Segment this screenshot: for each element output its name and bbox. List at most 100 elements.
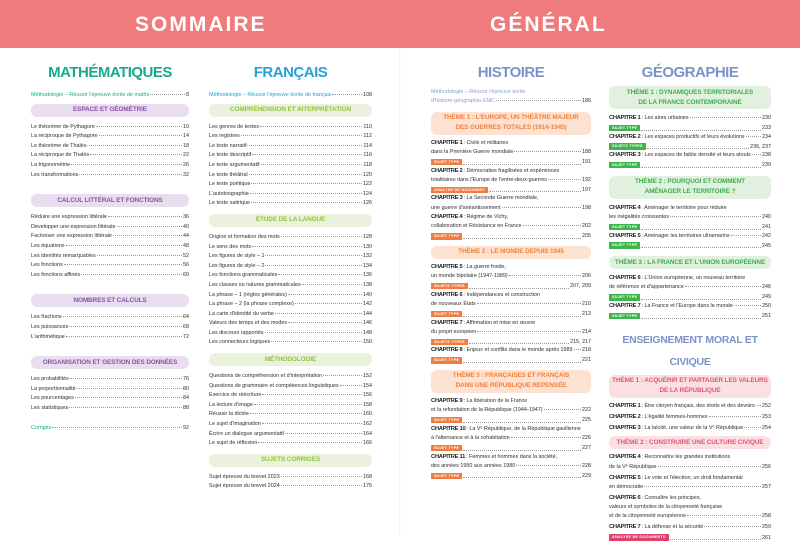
badge-row[interactable]: ANALYSE DE DOCUMENT 197 — [431, 185, 591, 194]
toc-item[interactable]: L'autobiographie 124 — [209, 190, 372, 200]
toc-item[interactable]: Sujet épreuve du brevet 2024 176 — [209, 482, 372, 492]
chapter-entry[interactable]: CHAPITRE 6: Indépendances et constructio… — [431, 291, 591, 319]
toc-item[interactable]: Les transformations 32 — [31, 171, 189, 181]
methodology-link[interactable]: Méthodologie – Réussir l'épreuve écrite … — [31, 91, 189, 101]
badge-row[interactable]: ANALYSE DE DOCUMENTS 261 — [609, 533, 771, 542]
toc-item[interactable]: Le sujet de réflexion 166 — [209, 439, 372, 449]
toc-item[interactable]: Le texte satirique 126 — [209, 199, 372, 209]
toc-item[interactable]: Réduire une expression littérale 36 — [31, 213, 189, 223]
badge-row[interactable]: SUJET TYPE 213 — [431, 310, 591, 319]
toc-item[interactable]: Valeurs des temps et des modes 146 — [209, 319, 372, 329]
chapter-entry[interactable]: CHAPITRE 4: Aménager le territoire pour … — [609, 204, 771, 232]
toc-item[interactable]: Les figures de style – 2 134 — [209, 262, 372, 272]
badge-row[interactable]: SUJET TYPE 251 — [609, 312, 771, 321]
chapter-entry[interactable]: CHAPITRE 4: Régime de Vichy, collaboratio… — [431, 213, 591, 241]
chapter-entry[interactable]: CHAPITRE 7: La France et l'Europe dans l… — [609, 302, 771, 321]
chapter-entry[interactable]: CHAPITRE 9: La libération de la France et… — [431, 397, 591, 425]
toc-item[interactable]: Les identités remarquables 52 — [31, 252, 189, 262]
chapter-entry[interactable]: CHAPITRE 5: Le vote et l'élection, un dr… — [609, 474, 771, 493]
badge-row[interactable]: SUJETS TYPES 236, 237 — [609, 142, 771, 151]
toc-item[interactable]: Les registres 112 — [209, 132, 372, 142]
toc-item[interactable]: Les fonctions 56 — [31, 261, 189, 271]
toc-item[interactable]: Les genres de textes 110 — [209, 123, 372, 133]
toc-item[interactable]: La lecture d'image 158 — [209, 401, 372, 411]
badge-row[interactable]: SUJET TYPE 233 — [609, 124, 771, 133]
toc-item[interactable]: Le texte théâtral 120 — [209, 171, 372, 181]
toc-item[interactable]: La réciproque de Pythagore 14 — [31, 132, 189, 142]
toc-item[interactable]: Origine et formation des mots 128 — [209, 233, 372, 243]
toc-item[interactable]: Les probabilités 76 — [31, 375, 189, 385]
badge-row[interactable]: SUJET TYPE 249 — [609, 293, 771, 302]
badge-row[interactable]: SUJET TYPE 245 — [609, 241, 771, 250]
chapter-entry[interactable]: CHAPITRE 8: Enjeux et conflits dans le m… — [431, 346, 591, 365]
chapter-entry[interactable]: CHAPITRE 10: La Vᵉ République, de la Rép… — [431, 425, 591, 453]
toc-item[interactable]: Les figures de style – 1 132 — [209, 252, 372, 262]
toc-item[interactable]: Le texte poétique 122 — [209, 180, 372, 190]
toc-item[interactable]: Les classes ou natures grammaticales 138 — [209, 281, 372, 291]
toc-item[interactable]: L'arithmétique 72 — [31, 333, 189, 343]
toc-item[interactable]: Écrire un dialogue argumentatif 164 — [209, 430, 372, 440]
corriges-link[interactable]: Corrigés 92 — [31, 424, 189, 434]
chapter-entry[interactable]: CHAPITRE 1: Les aires urbaines 230 SUJET T… — [609, 114, 771, 133]
chapter-entry[interactable]: CHAPITRE 5: La guerre froide, un monde bi… — [431, 263, 591, 291]
toc-item[interactable]: Les équations 48 — [31, 242, 189, 252]
toc-item[interactable]: Les fonctions affines 60 — [31, 271, 189, 281]
toc-item[interactable]: Les discours rapportés 148 — [209, 329, 372, 339]
toc-item[interactable]: Les fonctions grammaticales 136 — [209, 271, 372, 281]
badge-row[interactable]: SUJET TYPE 229 — [431, 471, 591, 480]
badge-row[interactable]: SUJET TYPE 239 — [609, 161, 771, 170]
chapter-entry[interactable]: CHAPITRE 3: La laïcité, une valeur de la… — [609, 424, 771, 434]
toc-item[interactable]: La trigonométrie 26 — [31, 161, 189, 171]
chapter-entry[interactable]: CHAPITRE 6: Connaître les principes, vale… — [609, 494, 771, 522]
page-number: 207, 209 — [570, 283, 591, 290]
toc-item[interactable]: Développer une expression littérale 40 — [31, 223, 189, 233]
toc-item[interactable]: Les pourcentages 84 — [31, 394, 189, 404]
chapter-entry[interactable]: CHAPITRE 7: Affirmation et mise en œuvre… — [431, 319, 591, 347]
toc-item[interactable]: Les statistiques 88 — [31, 404, 189, 414]
chapter-entry[interactable]: CHAPITRE 2: Les espaces productifs et le… — [609, 133, 771, 152]
badge-row[interactable]: SUJET TYPE 205 — [431, 232, 591, 241]
toc-item[interactable]: Exercice de réécriture 156 — [209, 391, 372, 401]
toc-item[interactable]: La phrase – 2 (la phrase complexe) 142 — [209, 300, 372, 310]
badge-row[interactable]: SUJETS TYPES 207, 209 — [431, 282, 591, 291]
toc-item[interactable]: Le sujet d'imagination 162 — [209, 420, 372, 430]
chapter-entry[interactable]: CHAPITRE 1: Être citoyen français, des d… — [609, 402, 771, 412]
toc-item[interactable]: Factoriser une expression littérale 44 — [31, 232, 189, 242]
methodology-link[interactable]: Méthodologie – Réussir l'épreuve écrite d… — [431, 88, 591, 107]
chapter-entry[interactable]: CHAPITRE 4: Reconnaître les grandes inst… — [609, 453, 771, 472]
chapter-entry[interactable]: CHAPITRE 11: Femmes et hommes dans la so… — [431, 453, 591, 481]
methodology-link[interactable]: Méthodologie – Réussir l'épreuve écrite … — [209, 91, 372, 101]
chapter-entry[interactable]: CHAPITRE 7: La défense et la sécurité 259… — [609, 523, 771, 542]
chapter-entry[interactable]: CHAPITRE 6: L'Union européenne, un nouve… — [609, 274, 771, 302]
toc-item[interactable]: Le théorème de Pythagore 10 — [31, 123, 189, 133]
toc-item[interactable]: Le théorème de Thalès 18 — [31, 142, 189, 152]
toc-item[interactable]: Les fractions 64 — [31, 313, 189, 323]
badge-row[interactable]: SUJET TYPE 221 — [431, 356, 591, 365]
badge-row[interactable]: SUJETS TYPES 215, 217 — [431, 337, 591, 346]
toc-item[interactable]: Les puissances 68 — [31, 323, 189, 333]
chapter-entry[interactable]: CHAPITRE 2: L'égalité femmes-hommes 253 — [609, 413, 771, 423]
chapter-entry[interactable]: CHAPITRE 3: La Seconde Guerre mondiale, u… — [431, 194, 591, 213]
toc-item[interactable]: La carte d'identité du verbe 144 — [209, 310, 372, 320]
toc-item[interactable]: Sujet épreuve du brevet 2023 168 — [209, 473, 372, 483]
chapter-entry[interactable]: CHAPITRE 5: Aménager les territoires ult… — [609, 232, 771, 251]
chapter-entry[interactable]: CHAPITRE 2: Démocraties fragilisées et e… — [431, 167, 591, 195]
dot-leader — [258, 442, 362, 444]
toc-item[interactable]: Le texte descriptif 116 — [209, 151, 372, 161]
badge-row[interactable]: SUJET TYPE 241 — [609, 223, 771, 232]
toc-item[interactable]: Questions de compréhension et d'interpré… — [209, 372, 372, 382]
badge-row[interactable]: SUJET TYPE 225 — [431, 416, 591, 425]
badge-row[interactable]: SUJET TYPE 227 — [431, 444, 591, 453]
toc-item[interactable]: Réussir la dictée 160 — [209, 410, 372, 420]
toc-item[interactable]: Le texte argumentatif 118 — [209, 161, 372, 171]
toc-item[interactable]: Le sens des mots 130 — [209, 243, 372, 253]
toc-item[interactable]: La phrase – 1 (règles générales) 140 — [209, 291, 372, 301]
toc-item[interactable]: Questions de grammaire et compétences li… — [209, 382, 372, 392]
toc-item[interactable]: La proportionnalité 80 — [31, 385, 189, 395]
chapter-entry[interactable]: CHAPITRE 3: Les espaces de faible densit… — [609, 151, 771, 170]
toc-item[interactable]: La réciproque de Thalès 22 — [31, 151, 189, 161]
toc-item[interactable]: Les connecteurs logiques 150 — [209, 338, 372, 348]
badge-row[interactable]: SUJET TYPE 191 — [431, 158, 591, 167]
chapter-entry[interactable]: CHAPITRE 1: Civils et militaires dans la … — [431, 139, 591, 167]
toc-item[interactable]: Le texte narratif 114 — [209, 142, 372, 152]
